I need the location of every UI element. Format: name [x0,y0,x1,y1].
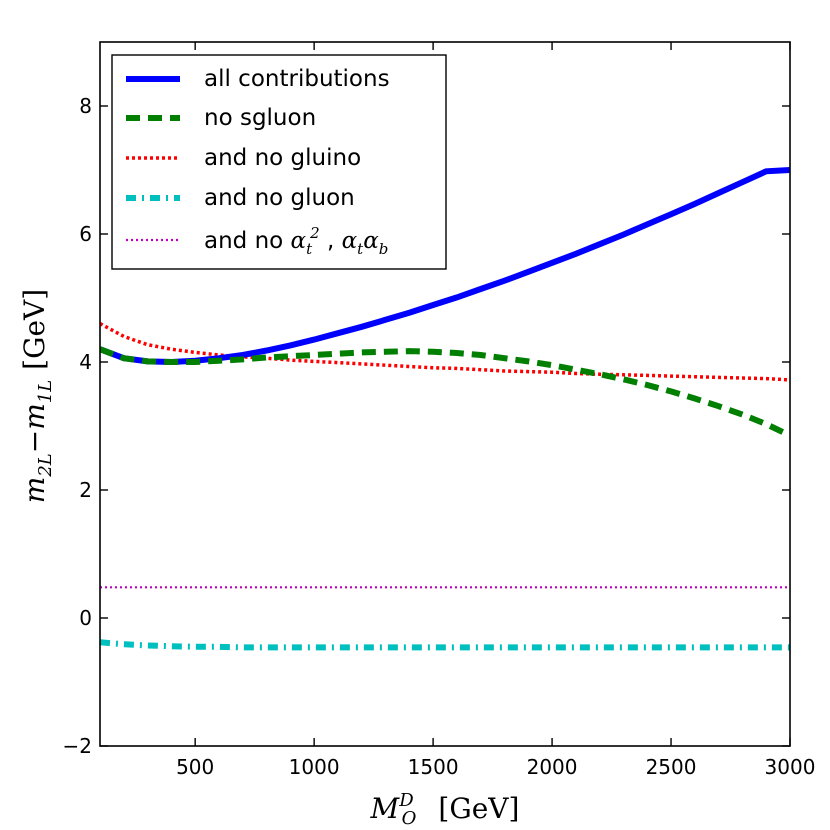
legend-label-no-gluino: and no gluino [204,145,361,171]
x-tick-label: 2500 [646,755,697,779]
legend-label-no-sgluon: no sgluon [204,105,316,131]
x-tick-label: 1500 [408,755,459,779]
x-tick-label: 3000 [765,755,816,779]
y-tick-label: 6 [79,222,92,246]
legend-label-no-alpha: and no αt2 , αtαb [204,224,388,258]
x-tick-label: 1000 [289,755,340,779]
svg-text:m2L−m1L[GeV]: m2L−m1L[GeV] [18,289,56,503]
legend-alpha-a-sub: t [306,240,313,258]
legend-alpha-a: α [291,228,307,254]
x-label-sup: D [398,790,414,811]
axis-ticks: 500 1000 1500 2000 2500 3000 −2 0 2 4 6 8 [63,42,816,779]
y-tick-label: 8 [79,94,92,118]
x-label-base: M [370,792,401,825]
legend-alpha-prefix: and no [204,228,291,254]
y-axis-label: m2L−m1L[GeV] [18,289,56,503]
legend-alpha-a-sup: 2 [309,224,320,242]
x-tick-label: 2000 [527,755,578,779]
y-tick-label: 0 [79,606,92,630]
series-layer [100,167,790,651]
x-tick-label: 500 [176,755,214,779]
series-line-no-sgluon [100,346,790,439]
y-label-units: [GeV] [18,289,51,370]
y-label-m1: m [18,477,51,504]
legend-label-no-gluon: and no gluon [204,185,355,211]
series-line-and-no-gluino [100,322,790,382]
y-tick-label: 4 [79,350,92,374]
plot-frame [99,41,791,747]
legend-alpha-sep: , [320,228,342,254]
y-label-sub1: 2L [35,453,56,477]
legend-alpha-b2-sub: b [379,240,389,258]
y-label-m2: m [18,403,51,430]
legend-alpha-b1-sub: t [357,240,364,258]
legend-frame [111,54,447,270]
legend: all contributions no sgluon and no gluin… [111,54,447,270]
legend-label-all-contributions: all contributions [204,66,390,92]
x-label-units: [GeV] [438,792,519,825]
legend-alpha-b1: α [342,228,358,254]
y-tick-label: −2 [63,734,92,758]
y-label-sub2: 1L [35,380,56,403]
series-line-and-no-gluon [100,639,790,651]
legend-lines [126,76,180,242]
y-tick-label: 2 [79,478,92,502]
x-label-sub: O [402,808,417,829]
legend-alpha-b2: α [363,228,379,254]
x-axis-label: MD O [GeV] [370,790,520,829]
y-label-minus: − [18,430,51,453]
